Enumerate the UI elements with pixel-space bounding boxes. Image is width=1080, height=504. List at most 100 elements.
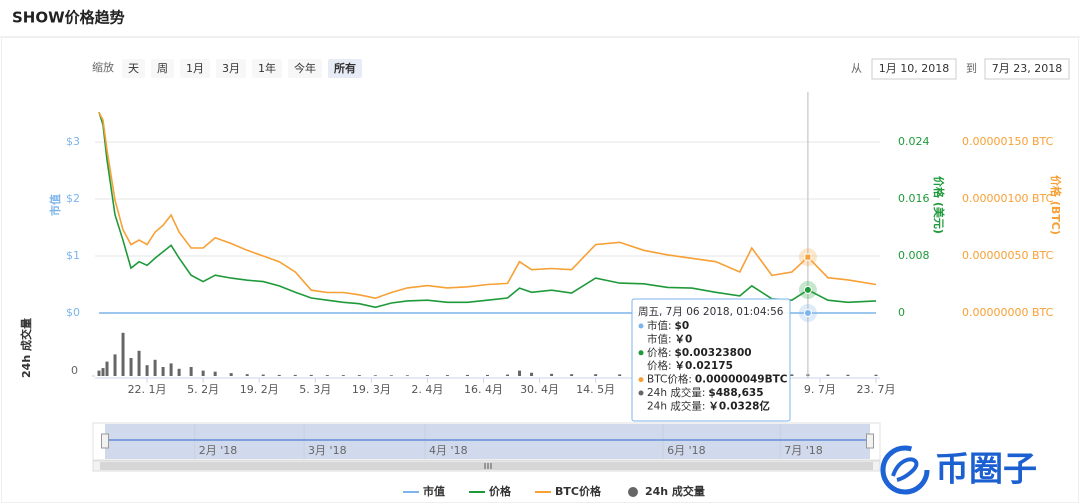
y2-tick-label: 0.016 (898, 192, 930, 205)
range-to-value[interactable]: 7月 23, 2018 (992, 62, 1062, 75)
tooltip-value: $0.00323800 (675, 347, 752, 359)
volume-bar (486, 374, 489, 376)
volume-bar (229, 373, 233, 376)
zoom-button-label[interactable]: 今年 (294, 61, 316, 75)
zoom-button[interactable] (252, 59, 282, 78)
volume-bar (594, 374, 598, 376)
navigator-tick-label: 3月 '18 (308, 444, 347, 457)
zoom-button[interactable] (180, 59, 210, 78)
scrollbar-thumb[interactable] (100, 462, 873, 470)
volume-bar (113, 354, 117, 376)
volume-bar (169, 363, 173, 376)
tooltip-box (631, 298, 791, 422)
legend-label[interactable]: 市值 (423, 484, 445, 498)
volume-bar (101, 368, 105, 376)
volume-bar (826, 374, 830, 376)
volume-bar (129, 358, 133, 376)
volume-bar (389, 375, 393, 376)
volume-bar (309, 374, 313, 376)
range-to-label: 到 (966, 62, 977, 75)
navigator-selection[interactable] (105, 424, 870, 459)
panel-border (1, 37, 1079, 503)
volume-bar (261, 374, 265, 376)
y3-tick-label: 0.00000100 BTC (962, 192, 1054, 205)
tooltip-value: ￥0.0328亿 (708, 399, 770, 412)
volume-bar (161, 367, 165, 376)
y3-axis-title: 价格 (BTC) (1049, 175, 1063, 235)
zoom-button-label[interactable]: 周 (157, 62, 168, 75)
volume-bar (570, 374, 574, 376)
zoom-button-label[interactable]: 天 (128, 62, 139, 75)
navigator-frame (92, 422, 881, 461)
zoom-button-label[interactable]: 3月 (222, 62, 240, 75)
range-to-input[interactable] (984, 58, 1070, 80)
y-tick-label: $1 (66, 249, 80, 262)
zoom-button[interactable] (122, 59, 145, 78)
zoom-button[interactable] (216, 59, 246, 78)
volume-bar (373, 375, 377, 376)
tooltip-label: 市值: (647, 319, 672, 332)
volume-bar (790, 374, 794, 376)
volume-bar (293, 374, 297, 376)
x-tick-label: 19. 2月 (240, 383, 279, 396)
zoom-label: 缩放 (92, 60, 114, 74)
watermark-text: 币圈子 (935, 450, 1037, 490)
volume-bar (213, 371, 217, 376)
volume-bar (506, 374, 510, 376)
legend-label[interactable]: 24h 成交量 (645, 484, 705, 498)
volume-bar (425, 375, 429, 376)
volume-bar (405, 375, 409, 376)
navigator-handle[interactable] (101, 433, 109, 449)
tooltip-label: 市值: (647, 332, 672, 345)
navigator-handle[interactable] (866, 433, 874, 449)
zoom-button[interactable] (151, 59, 174, 78)
volume-bar (846, 374, 850, 376)
tooltip-bullet (638, 377, 644, 383)
range-from-value[interactable]: 1月 10, 2018 (879, 62, 949, 75)
tooltip-value: $0 (675, 320, 690, 332)
range-from-label: 从 (851, 62, 862, 75)
y4-tick-label: 0 (71, 364, 78, 377)
range-from-input[interactable] (871, 58, 957, 80)
y2-tick-label: 0 (898, 306, 905, 319)
zoom-button-label[interactable]: 1月 (186, 62, 204, 75)
tooltip-label: 价格: (647, 359, 672, 372)
y3-tick-label: 0.00000050 BTC (962, 249, 1054, 262)
tooltip-title: 周五, 7月 06 2018, 01:04:56 (638, 306, 784, 318)
tooltip-label: 价格: (647, 346, 672, 359)
tooltip-bullet (638, 390, 644, 396)
navigator-tick-label: 2月 '18 (199, 444, 238, 457)
volume-bar (97, 370, 101, 376)
hover-marker (803, 309, 812, 317)
volume-bar (105, 361, 109, 376)
tooltip-label: 24h 成交量: (647, 399, 705, 412)
volume-bar (121, 332, 125, 376)
x-tick-label: 5. 3月 (299, 383, 331, 396)
volume-bar (445, 375, 449, 376)
volume-bar (341, 375, 345, 376)
legend-label[interactable]: BTC价格 (555, 484, 602, 498)
legend-label[interactable]: 价格 (489, 484, 512, 498)
zoom-button[interactable] (288, 59, 322, 78)
series-line (98, 112, 877, 300)
x-tick-label: 22. 1月 (128, 383, 167, 396)
y2-tick-label: 0.008 (898, 249, 930, 262)
zoom-button-label[interactable]: 1年 (258, 61, 276, 75)
volume-bar (518, 370, 522, 376)
navigator-tick-label: 4月 '18 (429, 444, 468, 457)
scrollbar[interactable] (92, 460, 881, 472)
volume-bar (874, 374, 878, 376)
tooltip-label: BTC价格: (647, 373, 692, 386)
y2-axis-title: 价格 (美元) (932, 176, 946, 234)
zoom-button[interactable] (328, 59, 362, 78)
volume-bar (153, 359, 157, 376)
hover-marker (803, 285, 812, 294)
zoom-button-label[interactable]: 所有 (334, 61, 356, 75)
y-axis-title: 市值 (48, 194, 62, 216)
volume-bar (618, 374, 622, 376)
watermark-logo-mark (891, 457, 919, 482)
series-line (98, 111, 877, 309)
legend-symbol[interactable] (627, 487, 638, 497)
